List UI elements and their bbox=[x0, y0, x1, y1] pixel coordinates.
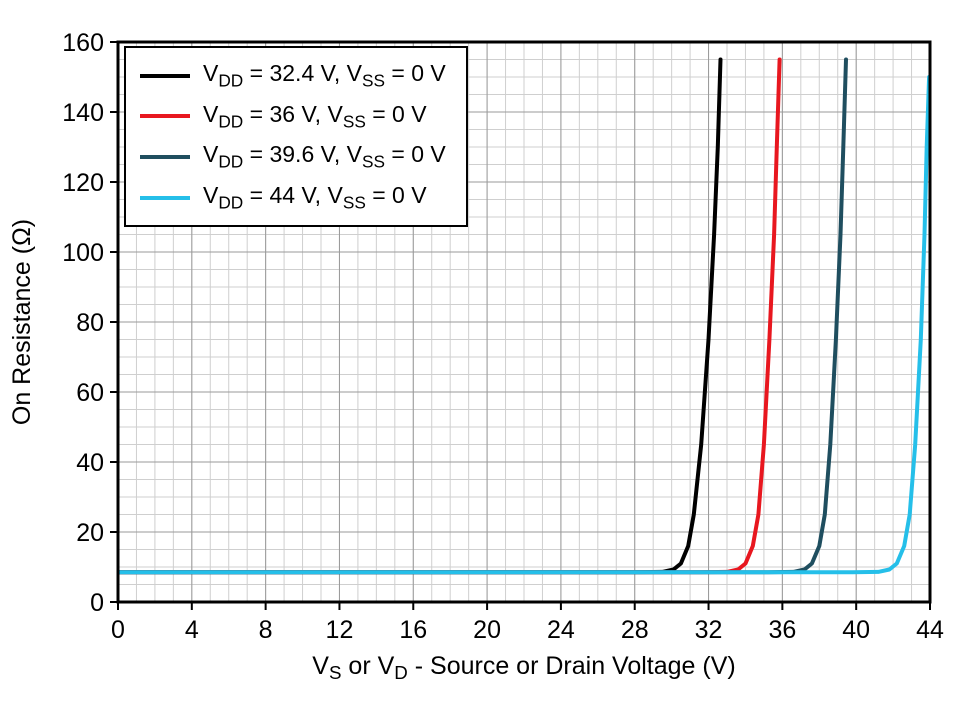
svg-text:16: 16 bbox=[399, 616, 427, 644]
svg-text:44: 44 bbox=[916, 616, 944, 644]
svg-text:100: 100 bbox=[62, 239, 104, 267]
svg-text:4: 4 bbox=[185, 616, 199, 644]
svg-text:36: 36 bbox=[768, 616, 796, 644]
svg-text:12: 12 bbox=[326, 616, 354, 644]
svg-text:0: 0 bbox=[90, 589, 104, 617]
svg-text:VS or VD - Source or Drain Vol: VS or VD - Source or Drain Voltage (V) bbox=[312, 652, 735, 683]
legend-swatch bbox=[140, 195, 190, 200]
svg-text:24: 24 bbox=[547, 616, 575, 644]
legend-swatch bbox=[140, 114, 190, 119]
legend: VDD = 32.4 V, VSS = 0 V VDD = 36 V, VSS =… bbox=[124, 46, 468, 228]
legend-swatch bbox=[140, 73, 190, 78]
svg-text:40: 40 bbox=[76, 449, 104, 477]
svg-text:80: 80 bbox=[76, 309, 104, 337]
svg-text:On Resistance (Ω): On Resistance (Ω) bbox=[8, 219, 36, 425]
svg-text:120: 120 bbox=[62, 169, 104, 197]
svg-text:32: 32 bbox=[695, 616, 723, 644]
legend-item: VDD = 32.4 V, VSS = 0 V bbox=[140, 60, 446, 92]
legend-label: VDD = 39.6 V, VSS = 0 V bbox=[203, 141, 446, 172]
svg-text:20: 20 bbox=[473, 616, 501, 644]
legend-label: VDD = 32.4 V, VSS = 0 V bbox=[203, 60, 446, 91]
legend-item: VDD = 44 V, VSS = 0 V bbox=[140, 182, 446, 214]
svg-text:28: 28 bbox=[621, 616, 649, 644]
svg-text:20: 20 bbox=[76, 519, 104, 547]
legend-item: VDD = 36 V, VSS = 0 V bbox=[140, 101, 446, 133]
legend-swatch bbox=[140, 154, 190, 159]
legend-item: VDD = 39.6 V, VSS = 0 V bbox=[140, 141, 446, 173]
svg-text:160: 160 bbox=[62, 29, 104, 57]
svg-text:140: 140 bbox=[62, 99, 104, 127]
svg-text:60: 60 bbox=[76, 379, 104, 407]
svg-text:8: 8 bbox=[259, 616, 273, 644]
svg-text:40: 40 bbox=[842, 616, 870, 644]
svg-text:0: 0 bbox=[111, 616, 125, 644]
legend-label: VDD = 44 V, VSS = 0 V bbox=[203, 181, 427, 213]
legend-label: VDD = 36 V, VSS = 0 V bbox=[203, 100, 427, 132]
